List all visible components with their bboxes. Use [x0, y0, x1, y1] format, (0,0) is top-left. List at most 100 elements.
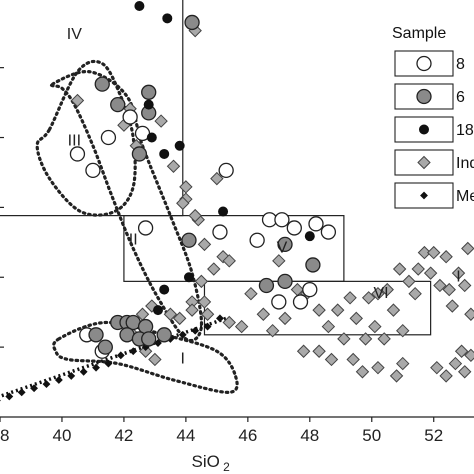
field-label-3: II — [129, 231, 138, 248]
data-point-8-12 — [320, 224, 337, 240]
data-point-ind-44 — [392, 262, 407, 276]
data-point-8-9 — [212, 224, 228, 240]
x-tick-label-44: 44 — [176, 426, 195, 445]
data-point-ind-42 — [451, 266, 466, 280]
data-point-ind-66 — [448, 356, 463, 371]
data-point-6-7 — [277, 236, 293, 253]
data-point-ind-10 — [207, 262, 221, 276]
data-point-me-18 — [216, 314, 224, 323]
data-point-18-10 — [183, 272, 194, 283]
data-point-8-1 — [85, 162, 101, 179]
data-point-8-15 — [302, 281, 318, 298]
data-point-ind-31 — [349, 311, 363, 326]
data-points — [0, 1, 474, 402]
data-point-6-8 — [305, 257, 321, 273]
legend-label-1: 6 — [456, 89, 465, 106]
data-point-ind-60 — [355, 365, 370, 379]
data-point-me-4 — [42, 380, 51, 389]
field-rectangles — [0, 0, 432, 336]
data-point-ind-51 — [380, 282, 394, 297]
data-point-6-1 — [141, 84, 157, 100]
dotted-envelope-1 — [35, 59, 137, 217]
x-tick-label-48: 48 — [300, 426, 319, 445]
data-point-ind-35 — [386, 303, 401, 317]
data-point-18-2 — [143, 99, 154, 110]
data-point-ind-21 — [244, 286, 258, 301]
legend-label-4: Me — [456, 188, 474, 205]
data-point-ind-18 — [200, 307, 215, 321]
data-point-8-3 — [122, 109, 138, 125]
data-point-ind-56 — [312, 344, 326, 358]
data-point-ind-48 — [461, 241, 474, 256]
data-point-ind-50 — [371, 286, 385, 301]
data-point-ind-19 — [222, 315, 236, 330]
data-point-18-9 — [159, 284, 170, 295]
data-point-18-7 — [304, 231, 315, 242]
data-point-ind-28 — [321, 319, 336, 334]
data-point-ind-41 — [442, 282, 456, 297]
x-tick-label-50: 50 — [362, 426, 381, 445]
legend-label-0: 8 — [456, 56, 465, 73]
legend-background — [382, 14, 474, 214]
legend-label-2: 18 — [456, 122, 474, 139]
mixing-line — [0, 316, 227, 399]
series-8 — [69, 109, 337, 359]
data-point-ind-52 — [408, 286, 422, 301]
data-point-ind-67 — [457, 365, 472, 379]
data-point-me-11 — [129, 347, 138, 356]
x-tick-label-52: 52 — [424, 426, 443, 445]
data-point-me-16 — [191, 326, 200, 335]
data-point-6-5 — [131, 146, 148, 162]
field-label-7: I — [456, 268, 460, 285]
data-point-ind-57 — [324, 352, 339, 367]
data-point-ind-61 — [371, 360, 385, 375]
legend-label-3: Ind — [456, 155, 474, 172]
series-18 — [134, 1, 315, 316]
data-point-18-0 — [134, 1, 145, 11]
field-label-4: V — [277, 240, 288, 257]
data-point-ind-54 — [464, 307, 474, 321]
data-point-ind-9 — [197, 237, 212, 252]
data-point-ind-49 — [361, 291, 376, 305]
data-point-6-0 — [94, 76, 110, 92]
legend-marker-3 — [417, 155, 431, 170]
data-point-ind-4 — [179, 180, 193, 194]
x-tick-label-40: 40 — [52, 426, 71, 445]
data-point-ind-23 — [265, 323, 280, 338]
data-point-ind-12 — [222, 254, 236, 268]
data-point-ind-77 — [138, 344, 153, 358]
data-point-8-13 — [137, 220, 154, 236]
data-point-6-3 — [110, 96, 126, 113]
data-point-6-6 — [181, 232, 197, 248]
data-point-ind-32 — [358, 332, 373, 346]
field-label-5: VI — [373, 285, 388, 302]
data-point-6-10 — [277, 273, 293, 290]
x-axis-label: SiO 2 — [191, 452, 230, 474]
data-point-18-6 — [218, 206, 229, 217]
data-point-6-11 — [88, 327, 104, 343]
data-point-18-8 — [153, 305, 163, 316]
data-point-6-20 — [97, 339, 113, 355]
data-point-ind-55 — [296, 344, 311, 358]
data-point-ind-14 — [188, 208, 202, 223]
mixing-line-path — [0, 316, 227, 399]
data-point-me-3 — [30, 384, 39, 393]
data-point-ind-46 — [427, 245, 441, 260]
data-point-8-14 — [271, 294, 287, 310]
data-point-me-10 — [116, 351, 125, 360]
legend-marker-0 — [416, 55, 432, 72]
data-point-ind-45 — [417, 245, 432, 260]
series-6 — [88, 14, 321, 355]
data-point-ind-33 — [368, 319, 382, 334]
data-point-ind-24 — [278, 311, 292, 326]
data-point-ind-15 — [272, 254, 286, 268]
data-point-me-2 — [17, 388, 26, 397]
data-point-ind-43 — [457, 278, 472, 293]
x-axis-label-subscript: 2 — [220, 460, 230, 474]
data-point-ind-7 — [210, 171, 224, 186]
x-tick-label-38: 38 — [0, 426, 9, 445]
field-label-2: III — [68, 133, 81, 150]
data-point-ind-68 — [454, 344, 469, 358]
data-point-ind-58 — [337, 332, 351, 346]
data-point-ind-16 — [194, 274, 209, 289]
